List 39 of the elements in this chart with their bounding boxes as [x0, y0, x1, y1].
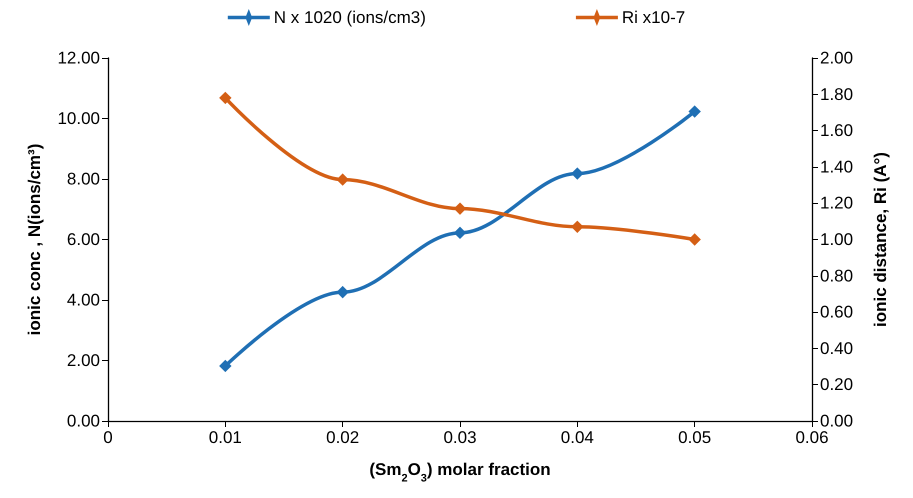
point	[688, 106, 701, 118]
y2-tick-label: 1.00	[820, 230, 854, 249]
y2-tick-label: 1.40	[820, 157, 854, 176]
y-tick-label: 6.00	[66, 230, 100, 249]
y2-tick-label: 1.60	[820, 121, 854, 140]
point	[219, 360, 232, 372]
y-tick-label: 2.00	[66, 351, 100, 370]
y-axis-title: ionic conc , N(ions/cm³)	[25, 144, 44, 336]
y-tick-label: 8.00	[66, 170, 100, 188]
y-tick-label: 0.00	[66, 412, 100, 430]
y2-axis-title: ionic distance, Ri (A°)	[871, 152, 890, 327]
x-tick-label: 0.04	[560, 428, 594, 447]
point	[454, 202, 466, 215]
y-tick-label: 10.00	[57, 109, 100, 128]
y2-tick-label: 0.20	[820, 375, 854, 394]
x-tick-label: 0.02	[326, 428, 360, 447]
legend-label: Ri x10-7	[622, 8, 686, 27]
point	[571, 168, 584, 180]
x-tick-label: 0.01	[208, 428, 242, 447]
y2-tick-label: 0.40	[820, 338, 854, 358]
point	[336, 174, 349, 186]
x-tick-label: 0	[103, 428, 113, 447]
y2-tick-label: 0.80	[820, 266, 854, 286]
point	[219, 92, 232, 104]
point	[688, 234, 701, 246]
point	[336, 286, 349, 298]
point	[571, 220, 584, 233]
y-tick-label: 12.00	[57, 48, 100, 68]
y2-tick-label: 1.20	[820, 194, 854, 213]
y-tick-label: 4.00	[66, 290, 100, 310]
legend-label: N x 1020 (ions/cm3)	[274, 8, 426, 27]
point	[454, 226, 466, 239]
y2-tick-label: 1.80	[820, 84, 854, 104]
x-tick-label: 0.05	[678, 428, 712, 447]
y2-tick-label: 0.00	[820, 412, 854, 430]
y2-tick-label: 2.00	[820, 48, 854, 68]
x-tick-label: 0.06	[795, 428, 829, 447]
y2-tick-label: 0.60	[820, 302, 854, 322]
x-tick-label: 0.03	[443, 428, 477, 447]
